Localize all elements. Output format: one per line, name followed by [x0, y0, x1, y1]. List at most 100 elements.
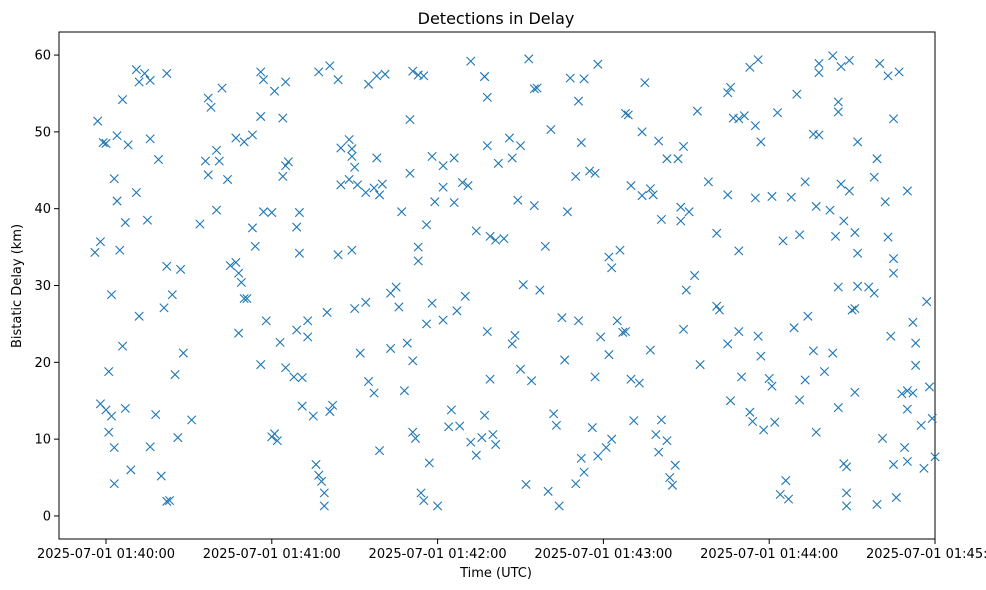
- data-point: [234, 328, 244, 338]
- data-point: [112, 131, 122, 141]
- data-point: [521, 479, 531, 490]
- data-point: [477, 433, 487, 443]
- data-point: [645, 345, 655, 355]
- y-tick-label: 50: [34, 125, 51, 140]
- data-point: [289, 372, 299, 382]
- data-point: [880, 197, 890, 207]
- x-axis-ticks: 2025-07-01 01:40:00 2025-07-01 01:41:00 20…: [37, 539, 986, 562]
- data-point: [438, 161, 448, 171]
- data-point: [421, 319, 432, 329]
- data-point: [745, 407, 755, 417]
- data-point: [446, 405, 456, 415]
- data-point: [513, 195, 523, 205]
- data-point: [419, 496, 429, 506]
- data-point: [839, 216, 849, 226]
- data-point: [908, 317, 918, 327]
- data-point: [104, 427, 114, 437]
- data-point: [117, 95, 128, 105]
- data-point: [416, 488, 426, 498]
- data-point: [828, 51, 838, 61]
- data-point: [725, 396, 736, 406]
- data-point: [162, 68, 172, 79]
- data-point: [654, 447, 664, 457]
- data-point: [95, 237, 106, 247]
- data-point: [325, 406, 335, 417]
- data-point: [615, 245, 625, 255]
- data-point: [554, 501, 564, 511]
- data-point: [750, 121, 760, 131]
- data-point: [131, 187, 141, 198]
- data-point: [140, 68, 150, 79]
- data-point: [361, 297, 371, 307]
- data-point: [883, 71, 893, 81]
- data-point: [250, 241, 260, 251]
- data-point: [723, 190, 733, 200]
- data-point: [753, 331, 763, 341]
- data-point: [206, 102, 216, 112]
- data-point: [151, 409, 161, 420]
- data-point: [734, 114, 744, 124]
- data-point: [526, 376, 537, 386]
- data-point: [394, 302, 404, 312]
- data-point: [380, 69, 390, 79]
- data-point: [551, 420, 562, 430]
- data-point: [355, 348, 365, 358]
- data-point: [275, 337, 285, 347]
- data-point: [593, 59, 603, 69]
- data-point: [491, 439, 501, 450]
- data-point: [770, 417, 780, 427]
- data-point: [607, 434, 617, 444]
- data-point: [764, 373, 774, 384]
- data-point: [211, 145, 222, 155]
- data-point: [115, 245, 125, 255]
- data-point: [833, 282, 843, 292]
- data-point: [203, 93, 213, 103]
- data-point: [620, 108, 631, 119]
- data-point: [645, 184, 655, 194]
- data-point: [573, 316, 584, 326]
- data-point: [869, 172, 879, 182]
- y-tick-label: 40: [34, 202, 51, 217]
- data-point: [518, 280, 528, 290]
- data-point: [902, 456, 912, 467]
- data-point: [654, 136, 664, 146]
- data-point: [247, 223, 258, 233]
- data-point: [819, 366, 830, 377]
- data-point: [612, 316, 622, 326]
- data-point: [604, 252, 614, 262]
- data-point: [618, 327, 628, 337]
- data-point: [109, 442, 119, 453]
- data-point: [112, 196, 122, 206]
- data-point: [308, 411, 318, 421]
- data-point: [894, 67, 904, 77]
- data-point: [712, 228, 722, 238]
- data-point: [678, 324, 689, 334]
- data-point: [167, 290, 177, 300]
- data-point: [662, 436, 672, 446]
- data-point: [783, 494, 794, 504]
- data-point: [897, 389, 907, 399]
- data-point: [311, 459, 321, 470]
- data-point: [162, 496, 172, 506]
- data-point: [872, 499, 882, 510]
- data-point: [745, 62, 755, 72]
- data-point: [123, 140, 133, 150]
- data-point: [258, 207, 269, 217]
- data-point: [844, 186, 854, 196]
- data-point: [549, 409, 559, 419]
- data-point: [911, 338, 921, 348]
- chart-title: Detections in Delay: [418, 9, 575, 28]
- data-point: [485, 374, 495, 384]
- data-point: [681, 285, 691, 295]
- data-point: [833, 97, 843, 107]
- data-point: [93, 116, 103, 126]
- data-point: [607, 263, 617, 273]
- data-point: [596, 332, 606, 342]
- data-point: [723, 88, 733, 98]
- data-point: [402, 338, 412, 348]
- data-point: [662, 154, 672, 164]
- data-point: [695, 360, 705, 370]
- data-point: [485, 231, 495, 241]
- data-point: [800, 177, 810, 187]
- data-point: [327, 400, 338, 410]
